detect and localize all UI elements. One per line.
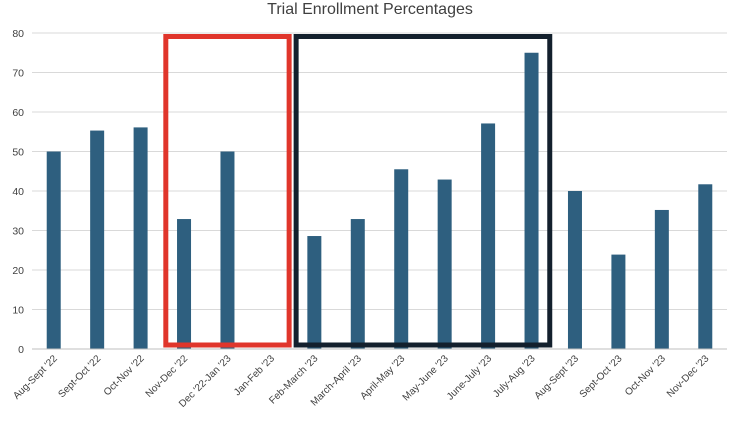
y-tick-label: 0 (18, 344, 24, 356)
bar (611, 254, 626, 349)
x-tick-label: Oct-Nov '23 (623, 353, 668, 398)
highlight-box (293, 34, 553, 348)
x-tick-label: July-Aug '23 (491, 353, 538, 400)
bar (698, 184, 713, 349)
bar (307, 236, 322, 349)
x-tick-label: Jan-Feb '23 (232, 353, 277, 398)
x-tick-label: June-July '23 (445, 353, 495, 403)
x-tick-label: Aug-Sept '23 (533, 353, 582, 402)
y-tick-label: 20 (12, 265, 24, 277)
bar (524, 52, 539, 349)
y-tick-label: 60 (12, 107, 24, 119)
bar (90, 130, 105, 349)
y-tick-label: 50 (12, 147, 24, 159)
highlight-box (163, 34, 292, 348)
x-tick-label: Nov-Dec '23 (665, 353, 712, 400)
highlight-boxes (163, 34, 553, 348)
y-tick-label: 30 (12, 226, 24, 238)
chart-title: Trial Enrollment Percentages (267, 1, 473, 18)
x-tick-label: Nov-Dec '22 (144, 353, 191, 400)
y-tick-label: 70 (12, 68, 24, 80)
bar (654, 209, 669, 349)
y-tick-label: 40 (12, 186, 24, 198)
bars (46, 52, 713, 349)
bar (220, 151, 235, 349)
x-tick-label: May-June '23 (401, 353, 451, 403)
y-axis-ticks: 0 10 20 30 40 50 60 70 80 (12, 28, 24, 356)
y-tick-label: 80 (12, 28, 24, 40)
bar (46, 151, 61, 349)
bar (177, 219, 192, 349)
bar (133, 127, 148, 349)
x-tick-label: Oct-Nov '22 (102, 353, 147, 398)
x-tick-label: Sept-Oct '23 (578, 353, 625, 400)
bar (394, 169, 409, 349)
bar (350, 219, 365, 349)
x-tick-label: Sept-Oct '22 (56, 353, 103, 400)
bar (567, 191, 582, 349)
x-tick-label: Aug-Sept '22 (11, 353, 60, 402)
y-tick-label: 10 (12, 305, 24, 317)
bar (437, 179, 452, 349)
gridlines (32, 32, 727, 310)
bar (481, 123, 496, 349)
